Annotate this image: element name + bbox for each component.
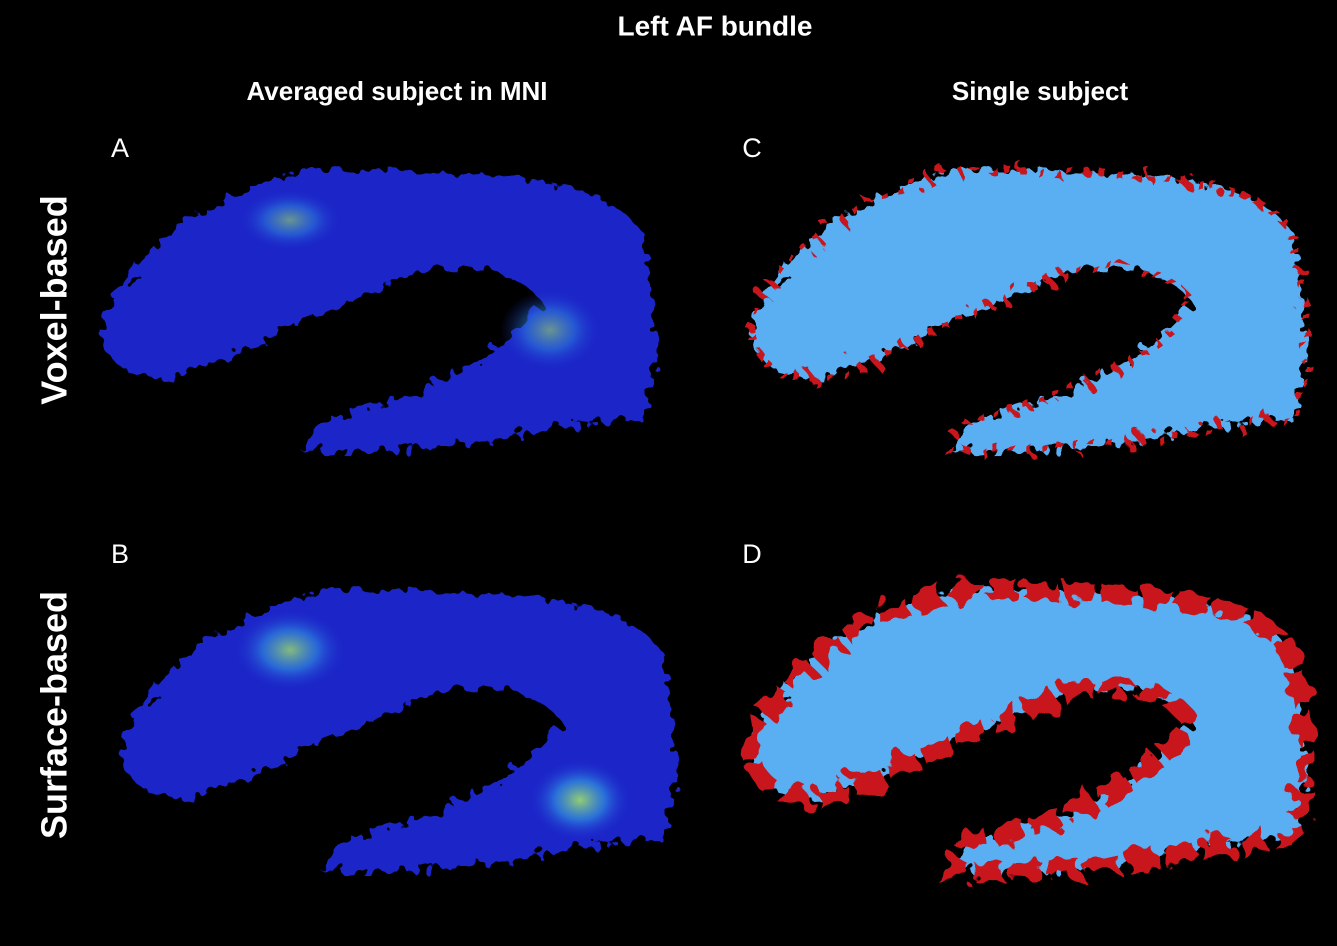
row-label: Voxel-based: [34, 195, 75, 404]
panel-label: C: [742, 133, 762, 163]
figure-title: Left AF bundle: [618, 10, 813, 41]
panel-label: A: [111, 133, 129, 163]
row-label: Surface-based: [34, 591, 75, 839]
panel-label: D: [742, 539, 762, 569]
tract-image: [750, 589, 1305, 871]
tract-image: [100, 169, 655, 452]
column-header: Single subject: [952, 76, 1129, 106]
tract-image: [120, 589, 675, 872]
tract-image: [750, 169, 1305, 451]
column-header: Averaged subject in MNI: [247, 76, 548, 106]
panel-label: B: [111, 539, 129, 569]
